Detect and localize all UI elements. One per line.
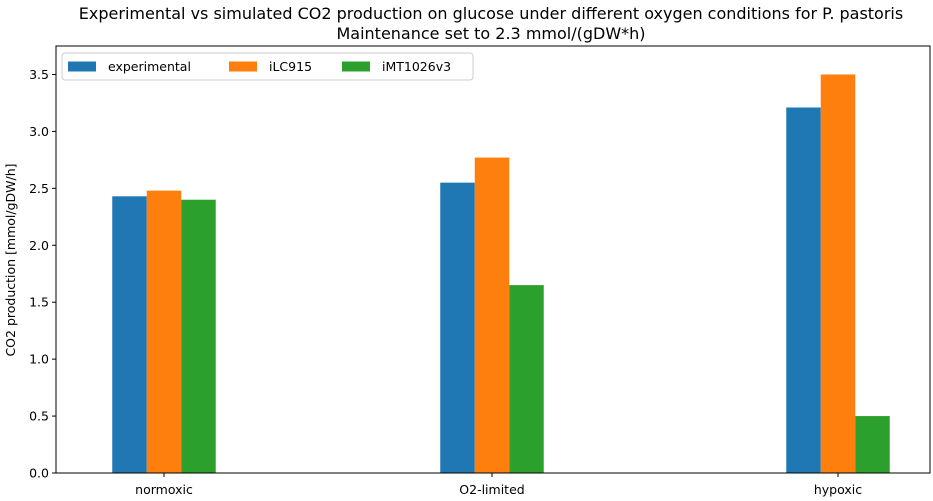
- bar-experimental-O2-limited: [440, 182, 475, 473]
- y-axis-label: CO2 production [mmol/gDW/h]: [3, 163, 18, 356]
- legend-label-experimental: experimental: [108, 59, 191, 74]
- x-axis: normoxic O2-limited hypoxic: [135, 473, 862, 497]
- x-tick-label-normoxic: normoxic: [135, 482, 193, 497]
- y-tick-label: 2.5: [29, 181, 49, 196]
- y-tick-label: 3.5: [29, 67, 49, 82]
- y-tick-label: 0.5: [29, 409, 49, 424]
- y-tick-label: 1.5: [29, 295, 49, 310]
- legend-label-iLC915: iLC915: [269, 59, 312, 74]
- bar-experimental-normoxic: [112, 196, 147, 473]
- y-tick-label: 2.0: [29, 238, 49, 253]
- y-tick-label: 3.0: [29, 124, 49, 139]
- legend-label-iMT1026v3: iMT1026v3: [382, 59, 451, 74]
- y-tick-label: 1.0: [29, 352, 49, 367]
- legend: experimental iLC915 iMT1026v3: [61, 52, 474, 81]
- legend-swatch-iLC915: [229, 61, 257, 72]
- y-axis: 0.0 0.5 1.0 1.5 2.0 2.5 3.0 3.5: [29, 67, 56, 481]
- legend-swatch-iMT1026v3: [342, 61, 370, 72]
- legend-frame: [61, 52, 474, 81]
- bar-experimental-hypoxic: [786, 107, 821, 473]
- chart-subtitle: Maintenance set to 2.3 mmol/(gDW*h): [336, 24, 645, 43]
- bar-iLC915-normoxic: [146, 190, 182, 474]
- bar-iLC915-O2-limited: [474, 157, 510, 473]
- y-tick-label: 0.0: [29, 466, 49, 481]
- bar-iMT1026v3-O2-limited: [509, 285, 544, 473]
- bar-iMT1026v3-hypoxic: [855, 416, 890, 473]
- plot-frame: [55, 45, 931, 474]
- x-tick-label-O2-limited: O2-limited: [459, 482, 524, 497]
- bar-iMT1026v3-normoxic: [181, 199, 216, 473]
- x-tick-label-hypoxic: hypoxic: [814, 482, 862, 497]
- legend-swatch-experimental: [68, 61, 96, 72]
- bar-iLC915-hypoxic: [820, 74, 856, 473]
- bars-group: [112, 74, 890, 474]
- chart-title: Experimental vs simulated CO2 production…: [79, 4, 903, 23]
